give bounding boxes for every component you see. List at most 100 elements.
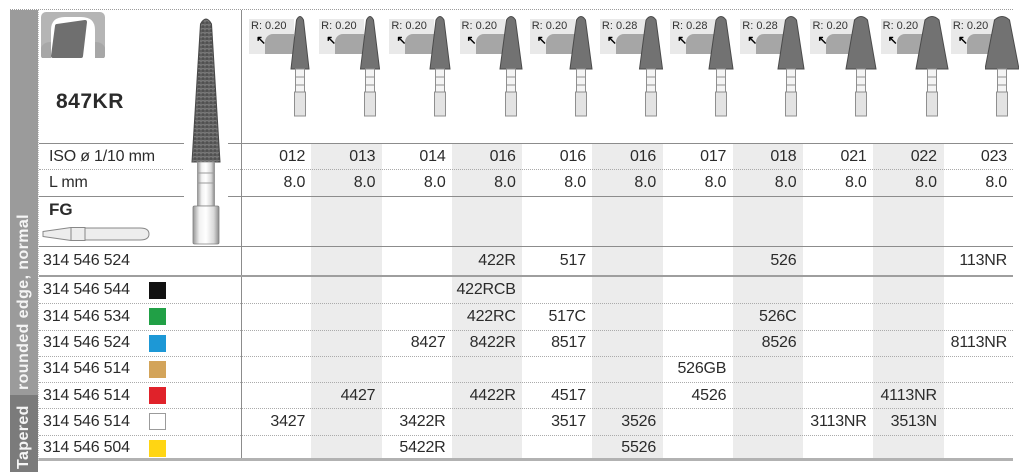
catalog-number-cell	[802, 331, 872, 356]
order-number: 314 546 524	[43, 252, 130, 269]
catalog-number-cell	[381, 383, 451, 408]
radius-arrow-icon: ↖	[606, 33, 617, 47]
corner-radius-icon	[615, 34, 645, 54]
catalog-number-cell: 526GB	[677, 360, 727, 378]
order-number: 314 546 514	[43, 386, 130, 404]
catalog-number-cell	[241, 304, 311, 329]
length-value: 8.0	[985, 174, 1007, 191]
order-code-cell: 314 546 514	[39, 357, 241, 382]
catalog-number-cell	[522, 436, 592, 461]
catalog-number-cell	[732, 277, 802, 303]
catalog-number-cell: 4113NR	[880, 386, 937, 404]
catalog-number-cell: 8526	[761, 334, 797, 352]
catalog-number-cell: 517C	[548, 307, 586, 325]
catalog-number-cell	[241, 357, 311, 382]
sidebar-section-subcategory	[10, 10, 38, 395]
bur-icon	[353, 12, 387, 123]
shaded-column	[592, 143, 663, 458]
catalog-number-cell	[662, 331, 732, 356]
catalog-number-cell	[873, 277, 943, 303]
shaded-column	[873, 143, 944, 458]
order-number: 314 546 504	[43, 439, 130, 457]
radius-value: R: 0.28	[601, 20, 638, 32]
length-value: 8.0	[704, 174, 727, 191]
catalog-number-cell	[592, 331, 662, 356]
catalog-number-cell: 3526	[621, 412, 657, 430]
radius-badge: R: 0.20 ↖	[880, 19, 926, 54]
bur-icon	[283, 12, 317, 123]
catalog-number-cell	[802, 383, 872, 408]
catalog-number-cell	[732, 357, 802, 382]
catalog-number-cell	[802, 436, 872, 461]
shaded-column	[732, 143, 804, 458]
catalog-number-cell	[802, 247, 872, 275]
iso-value: 017	[700, 147, 727, 165]
bur-icon	[634, 12, 668, 123]
corner-radius-icon	[475, 34, 505, 54]
radius-badge: R: 0.20 ↖	[459, 19, 505, 54]
catalog-number-cell: 5526	[621, 439, 657, 457]
bur-column-header: R: 0.20 ↖	[311, 10, 381, 143]
product-header-cell: 847KR	[39, 10, 241, 143]
bur-icon	[774, 12, 808, 123]
order-number: 314 546 514	[43, 412, 130, 430]
order-row: 314 546 524 8427 8422R 8517 8526 8113NR	[39, 329, 1013, 356]
catalog-number-cell	[241, 331, 311, 356]
catalog-number-cell	[241, 436, 311, 461]
catalog-number-cell: 3517	[551, 412, 586, 430]
length-value: 8.0	[283, 174, 306, 191]
catalog-number-cell	[241, 383, 311, 408]
catalog-number-cell	[592, 277, 662, 303]
catalog-number-cell	[943, 436, 1013, 461]
order-row: 314 546 534 422RC 517C 526C	[39, 303, 1013, 329]
catalog-number-cell: 8427	[410, 334, 446, 352]
length-value: 8.0	[915, 174, 937, 191]
iso-value: 016	[559, 147, 586, 165]
radius-arrow-icon: ↖	[396, 33, 407, 47]
order-number: 314 546 544	[43, 281, 130, 299]
radius-arrow-icon: ↖	[326, 33, 337, 47]
grit-color-swatch	[149, 387, 166, 405]
catalog-number-cell	[241, 247, 311, 275]
shank-row-label-cell: FG	[39, 197, 241, 246]
length-value: 8.0	[353, 174, 376, 191]
order-number: 314 546 534	[43, 307, 130, 325]
catalog-number-cell	[873, 247, 943, 275]
grit-color-swatch	[149, 281, 166, 299]
order-code-cell: 314 546 524	[39, 331, 241, 356]
bur-column-header: R: 0.20 ↖	[241, 10, 311, 143]
shank-type-row: FG	[39, 197, 1013, 247]
radius-value: R: 0.20	[882, 20, 919, 32]
corner-radius-icon	[335, 34, 365, 54]
catalog-number-cell	[732, 436, 802, 461]
catalog-number-cell	[943, 383, 1013, 408]
grit-color-swatch	[149, 360, 166, 378]
grit-color-swatch	[149, 308, 166, 326]
catalog-number-cell	[943, 357, 1013, 382]
catalog-number-cell	[732, 383, 802, 408]
iso-value: 014	[419, 147, 446, 165]
catalog-number-cell	[662, 304, 732, 329]
catalog-number-cell	[873, 304, 943, 329]
iso-value: 018	[770, 147, 797, 165]
catalog-number-cell	[381, 277, 451, 303]
radius-arrow-icon: ↖	[536, 33, 547, 47]
label-column-divider	[241, 10, 242, 458]
order-row: 314 546 514 3427 3422R 3517 3526 3113NR 3513N	[39, 408, 1013, 434]
radius-arrow-icon: ↖	[677, 33, 688, 47]
iso-value: 023	[980, 147, 1007, 165]
catalog-number-cell: 3427	[270, 412, 306, 430]
catalog-number-cell	[452, 357, 522, 382]
radius-value: R: 0.20	[531, 20, 568, 32]
radius-value: R: 0.20	[321, 20, 357, 32]
catalog-number-cell: 4427	[340, 386, 376, 404]
bur-column-header: R: 0.20 ↖	[381, 10, 451, 143]
shank-type-label: FG	[49, 200, 73, 219]
bur-column-header: R: 0.28 ↖	[592, 10, 663, 143]
iso-value: 021	[840, 147, 867, 165]
radius-badge: R: 0.20 ↖	[319, 19, 365, 54]
catalog-number-cell: 422RCB	[456, 281, 516, 299]
fg-shank-icon	[41, 224, 153, 249]
catalog-number-cell	[522, 357, 592, 382]
catalog-number-cell	[873, 357, 943, 382]
